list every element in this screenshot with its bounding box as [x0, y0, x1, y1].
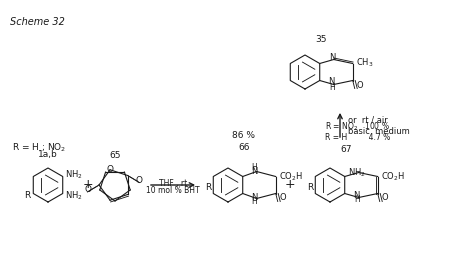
Text: H: H — [252, 197, 257, 207]
Text: NH$_2$: NH$_2$ — [65, 168, 82, 181]
Text: R = H         4.7 %: R = H 4.7 % — [325, 133, 390, 142]
Text: 1a,b: 1a,b — [38, 151, 58, 160]
Text: CH$_3$: CH$_3$ — [356, 57, 373, 69]
Text: +: + — [82, 179, 93, 191]
Text: H: H — [329, 82, 335, 91]
Text: NH$_2$: NH$_2$ — [348, 167, 365, 179]
Text: R = NO$_2$   100 %: R = NO$_2$ 100 % — [325, 121, 390, 133]
Text: 10 mol % BHT: 10 mol % BHT — [146, 186, 200, 195]
Text: N: N — [329, 52, 336, 61]
Text: Scheme 32: Scheme 32 — [10, 17, 65, 27]
Text: THF , rt: THF , rt — [159, 179, 187, 188]
Text: O: O — [107, 165, 114, 174]
Text: R: R — [307, 182, 313, 191]
Text: NH$_2$: NH$_2$ — [65, 189, 82, 202]
Text: H: H — [252, 162, 257, 171]
Text: O: O — [382, 194, 388, 203]
Text: H: H — [354, 196, 360, 205]
Text: O: O — [84, 185, 91, 194]
Text: 65: 65 — [109, 151, 121, 160]
Text: 66: 66 — [238, 142, 250, 151]
Text: N: N — [354, 190, 360, 199]
Text: N: N — [251, 192, 258, 201]
Text: basic  medium: basic medium — [348, 127, 410, 136]
Text: 35: 35 — [315, 34, 327, 43]
Text: N: N — [251, 168, 258, 177]
Text: N: N — [328, 78, 335, 87]
Text: O: O — [136, 176, 143, 185]
Text: 86 %: 86 % — [233, 131, 255, 140]
Text: R = H ; NO$_2$: R = H ; NO$_2$ — [12, 142, 66, 154]
Text: CO$_2$H: CO$_2$H — [279, 170, 303, 183]
Text: O: O — [357, 80, 364, 89]
Text: R: R — [24, 191, 30, 200]
Text: CO$_2$H: CO$_2$H — [381, 170, 405, 183]
Text: O: O — [280, 194, 286, 203]
Text: R: R — [205, 182, 211, 191]
Text: +: + — [285, 179, 295, 191]
Text: or  rt / air: or rt / air — [348, 115, 388, 124]
Text: 67: 67 — [340, 145, 352, 154]
